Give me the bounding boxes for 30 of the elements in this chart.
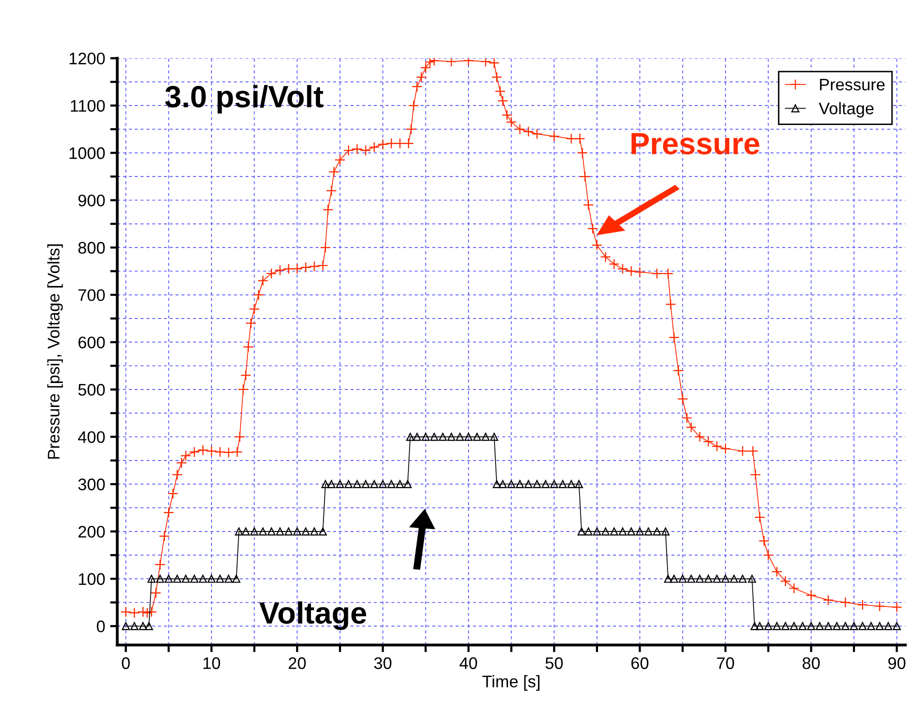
annotation: Voltage (259, 601, 366, 630)
y-tick-label: 600 (78, 336, 105, 348)
x-tick-label: 0 (122, 657, 130, 670)
x-tick-label: 40 (460, 657, 478, 670)
y-tick-label: 0 (96, 620, 105, 632)
y-tick-label: 1200 (70, 52, 105, 64)
y-tick-label: 1100 (70, 100, 105, 112)
y-tick-label: 200 (78, 526, 105, 538)
y-tick-label: 100 (78, 573, 105, 585)
y-tick-label: 1000 (70, 147, 105, 160)
y-tick-label: 700 (78, 289, 105, 302)
annotation: Pressure (632, 133, 760, 154)
y-tick-label: 900 (78, 194, 105, 206)
annotation: 3.0 psi/Volt (165, 85, 324, 114)
legend-label: Pressure (820, 78, 885, 90)
x-tick-label: 20 (288, 657, 306, 670)
x-tick-label: 90 (888, 657, 906, 670)
y-tick-label: 500 (78, 384, 105, 396)
x-tick-label: 80 (802, 657, 820, 670)
y-axis-title: Pressure [psi], Voltage [Volts] (47, 244, 63, 459)
legend-label: Voltage (818, 102, 874, 118)
x-tick-label: 30 (374, 657, 392, 670)
x-tick-label: 50 (546, 657, 563, 670)
x-tick-label: 60 (631, 657, 648, 670)
y-tick-label: 800 (78, 242, 105, 254)
x-axis-title: Time [s] (482, 675, 540, 691)
x-tick-label: 70 (717, 657, 734, 670)
y-tick-label: 300 (78, 478, 105, 490)
y-tick-label: 400 (78, 431, 105, 444)
x-tick-label: 10 (203, 657, 220, 670)
